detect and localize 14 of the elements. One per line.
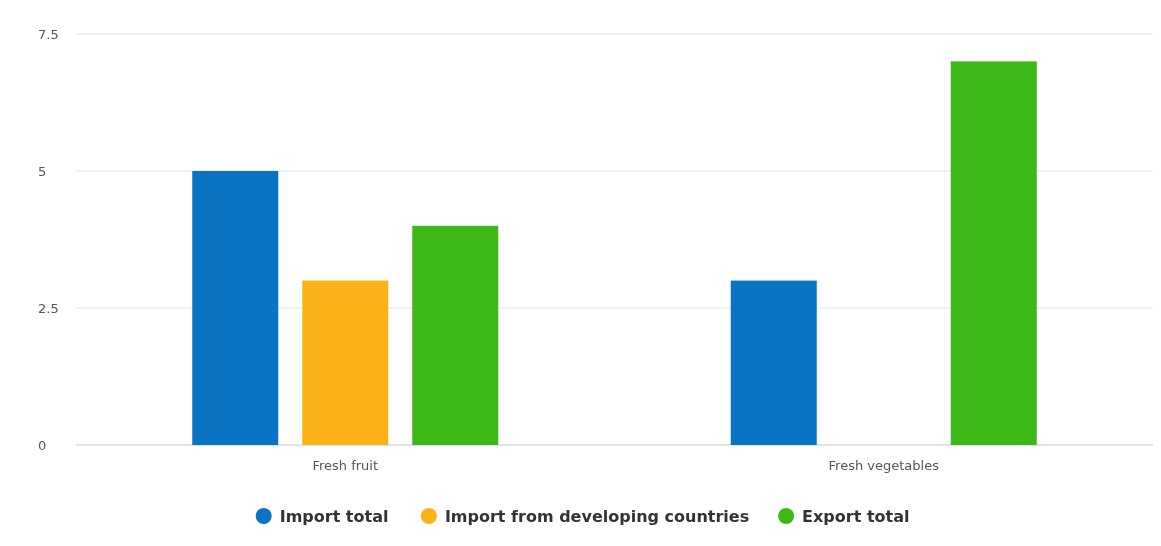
legend-label: Export total: [802, 506, 910, 526]
legend-label: Import total: [279, 506, 389, 526]
legend-label: Import from developing countries: [444, 506, 750, 526]
bar: [302, 280, 389, 445]
y-tick-label: 5: [38, 163, 47, 179]
bar: [412, 225, 499, 445]
bar: [192, 171, 279, 445]
x-tick-label: Fresh vegetables: [828, 458, 940, 473]
y-tick-label: 0: [38, 437, 47, 453]
x-tick-label: Fresh fruit: [312, 458, 379, 473]
bar: [730, 280, 817, 445]
y-tick-label: 7.5: [38, 26, 59, 42]
y-tick-label: 2.5: [38, 300, 59, 316]
bar: [950, 61, 1037, 445]
